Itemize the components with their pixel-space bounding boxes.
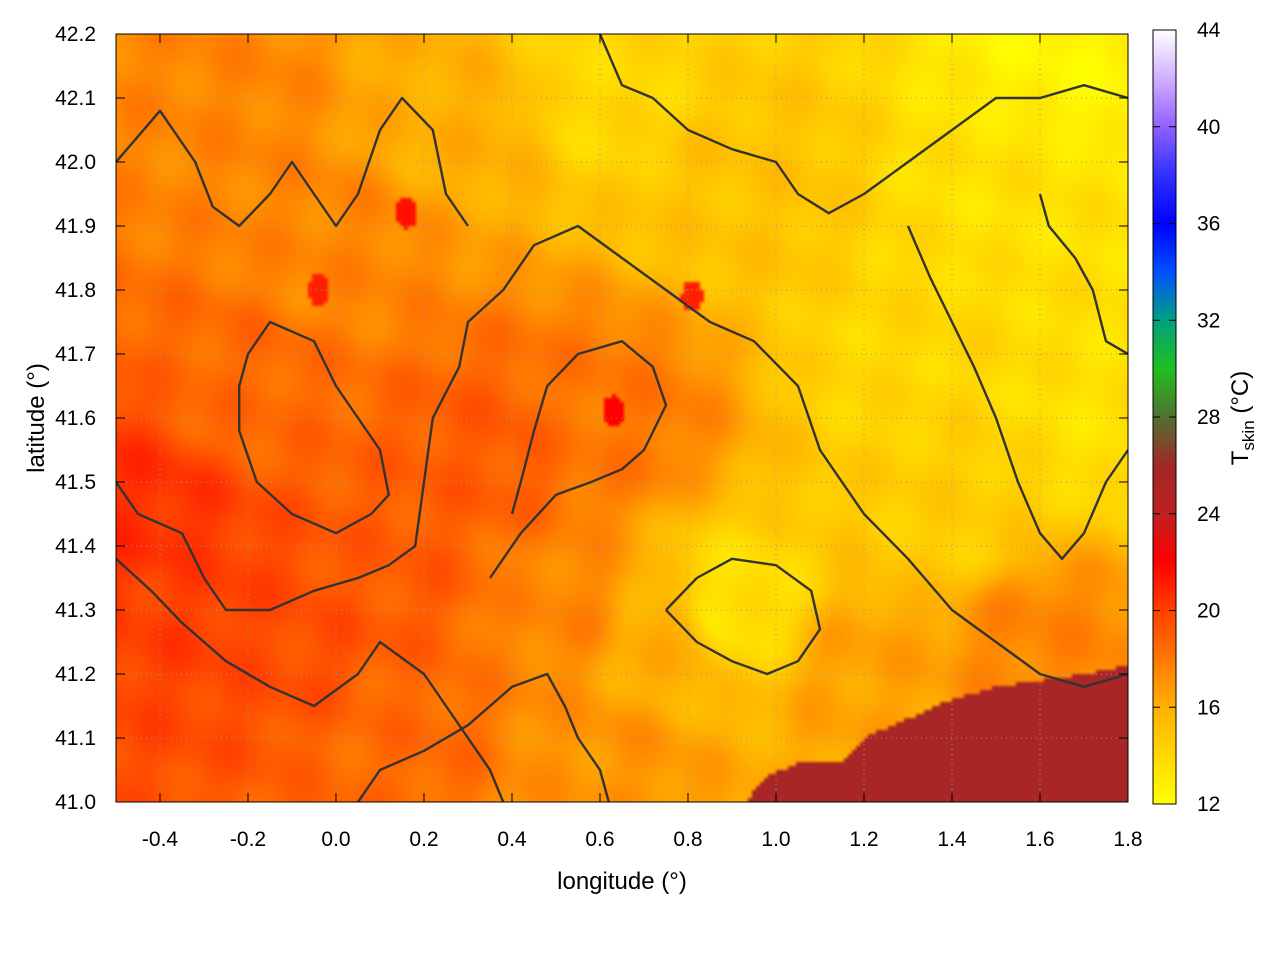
x-tick-label: 0.0 [321,828,350,851]
contour-line [357,672,610,802]
y-tick-label: 41.1 [55,727,96,750]
colorbar-tick-label: 32 [1197,309,1220,332]
x-tick-label: -0.4 [142,828,179,851]
colorbar-label-main: T [1227,450,1254,465]
contour-line [116,557,505,802]
x-tick-label: 1.6 [1025,828,1054,851]
plot-area [115,33,1129,803]
colorbar-tick-label: 28 [1197,406,1220,429]
contour-line [906,225,1128,560]
x-axis-label: longitude (°) [557,868,687,895]
contour-line [489,340,668,579]
colorbar: 12 16 20 24 28 32 36 40 44 Tskin (°C) [1152,19,1258,816]
x-tick-label: -0.2 [230,828,266,851]
colorbar-ticks: 12 16 20 24 28 32 36 40 44 [1153,19,1221,816]
y-tick-label: 41.5 [55,471,96,494]
y-tick-label: 41.6 [55,407,96,430]
contour-line [598,34,1128,215]
y-axis: 41.0 41.1 41.2 41.3 41.4 41.5 41.6 41.7 41.8 41.9… [55,23,1128,814]
y-tick-label: 41.4 [55,535,96,558]
y-tick-label: 41.9 [55,215,96,238]
contour-line [238,320,390,535]
x-tick-label: 0.4 [497,828,527,851]
y-tick-label: 41.2 [55,663,96,686]
x-tick-label: 1.0 [761,828,790,851]
colorbar-tick-label: 44 [1197,19,1221,42]
x-tick-label: 0.2 [409,828,438,851]
contour-line [1038,193,1128,356]
x-tick-label: 0.6 [585,828,614,851]
y-tick-label: 42.2 [55,23,96,46]
y-tick-label: 41.7 [55,343,96,366]
x-tick-label: 0.8 [673,828,702,851]
colorbar-tick-label: 40 [1197,116,1220,139]
colorbar-tick-label: 24 [1197,503,1221,526]
colorbar-tick-label: 36 [1197,213,1220,236]
x-tick-label: 1.8 [1113,828,1142,851]
y-tick-label: 42.0 [55,151,96,174]
colorbar-tick-label: 12 [1197,793,1220,816]
contours [116,34,1128,802]
colorbar-label-sub: skin [1239,420,1258,450]
colorbar-label: Tskin (°C) [1227,371,1258,466]
y-tick-label: 41.3 [55,599,96,622]
colorbar-label-unit: (°C) [1227,371,1254,421]
x-tick-label: 1.4 [937,828,967,851]
y-tick-label: 41.8 [55,279,96,302]
x-axis: -0.4 -0.2 0.0 0.2 0.4 0.6 0.8 1.0 1.2 1.4 1.6 1.8 [142,34,1143,851]
y-axis-label: latitude (°) [23,363,50,473]
colorbar-tick-label: 16 [1197,696,1220,719]
y-tick-label: 41.0 [55,791,96,814]
contour-line [116,224,1128,688]
y-tick-label: 42.1 [55,87,96,110]
contour-line [665,557,822,676]
contour-line [116,96,469,228]
grid [116,34,1128,802]
colorbar-tick-label: 20 [1197,600,1220,623]
x-tick-label: 1.2 [849,828,878,851]
